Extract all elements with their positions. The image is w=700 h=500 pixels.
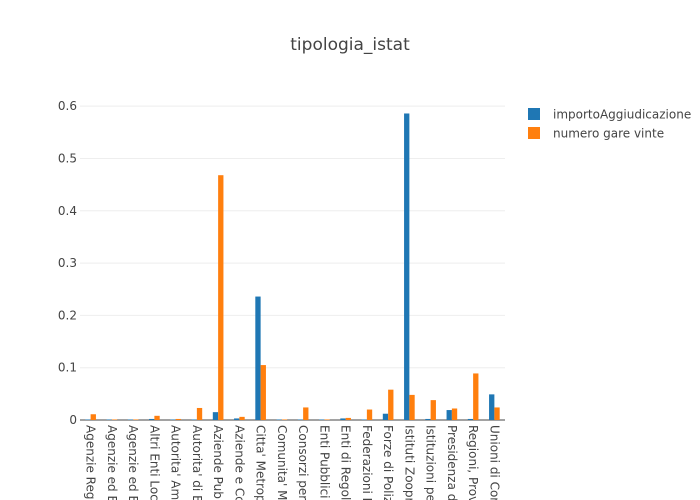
bar-numero-gare (196, 407, 203, 420)
bar-numero-gare (451, 408, 458, 420)
bar-numero-gare (239, 416, 245, 420)
bar-numero-gare (345, 417, 351, 420)
legend-swatch (528, 108, 540, 120)
bar-numero-gare (281, 419, 288, 420)
bar-importo (191, 419, 197, 420)
bar-numero-gare (303, 407, 309, 420)
gridlines (80, 105, 505, 421)
x-tick-label: Comunita' Mo (275, 425, 289, 500)
x-tick-label: Forze di Poliz (381, 425, 395, 500)
bar-importo (127, 419, 134, 420)
bar-importo (255, 296, 261, 420)
bar-importo (149, 418, 155, 420)
x-tick-label: Istituti Zoopr (402, 425, 416, 500)
bar-importo (170, 419, 176, 420)
legend-swatch (528, 127, 540, 139)
x-tick-label: Istituzioni pe (424, 425, 438, 500)
bar-importo (85, 419, 91, 420)
bar-numero-gare (388, 389, 394, 420)
bar-importo (489, 394, 495, 420)
y-tick-label: 0.3 (58, 256, 77, 270)
bar-importo (446, 410, 452, 420)
x-tick-label: Regioni, Prov (466, 425, 480, 500)
chart-title: tipologia_istat (290, 35, 410, 55)
bar-importo (467, 418, 474, 420)
x-tick-label: Unioni di Cor (487, 425, 501, 500)
axes: 0 0.1 0.2 0.3 0.4 0.5 0.6 Agenzie Regio Agenzie … (58, 99, 501, 500)
bar-numero-gare (175, 418, 181, 420)
legend-label: importoAggiudicazione (553, 108, 691, 122)
x-tick-label: Enti di Regola (339, 425, 353, 500)
x-tick-label: Agenzie Regio (84, 425, 98, 500)
bar-numero-gare (218, 175, 224, 420)
bar-importo (319, 419, 325, 420)
legend-label: numero gare vinte (553, 127, 664, 141)
x-tick-label: Agenzie ed E (105, 425, 119, 500)
x-tick-label: Aziende Publ (211, 425, 225, 500)
x-tick-label: Enti Pubblici (317, 425, 331, 499)
legend[interactable]: importoAggiudicazione numero gare vinte (528, 108, 691, 141)
bar-importo (382, 413, 389, 420)
x-tick-label: Agenzie ed Er (126, 425, 140, 500)
bar-importo (404, 113, 410, 420)
bar-numero-gare (494, 407, 500, 420)
bar-importo (361, 419, 367, 420)
bar-importo (234, 418, 240, 420)
bar-numero-gare (111, 419, 118, 420)
y-tick-label: 0.6 (58, 99, 77, 113)
bar-numero-gare (154, 415, 160, 420)
bar-importo (297, 419, 304, 420)
bar-importo (425, 418, 431, 420)
bar-numero-gare (430, 400, 436, 420)
bar-importo (340, 418, 346, 420)
x-tick-label: Citta' Metrop (254, 425, 268, 500)
bar-numero-gare (133, 419, 139, 420)
bar-importo (276, 419, 282, 420)
bar-numero-gare (473, 373, 479, 420)
x-tick-label: Consorzi per (296, 425, 310, 500)
bar-numero-gare (90, 414, 96, 420)
x-tick-label: Presidenza d (445, 425, 459, 500)
y-tick-label: 0.2 (58, 308, 77, 322)
bars (85, 113, 500, 420)
bar-numero-gare (409, 394, 415, 420)
bar-numero-gare (366, 409, 373, 420)
x-tick-label: Altri Enti Loca (147, 425, 161, 500)
bar-numero-gare (324, 419, 330, 420)
x-tick-label: Autorita' Amm (169, 425, 183, 500)
x-tick-label: Aziende e Co (232, 425, 246, 500)
x-tick-label: Federazioni N (360, 425, 374, 500)
bar-importo (212, 412, 219, 420)
y-tick-label: 0 (69, 413, 77, 427)
y-tick-label: 0.1 (58, 361, 77, 375)
bar-importo (106, 419, 112, 420)
y-tick-label: 0.5 (58, 151, 77, 165)
y-tick-label: 0.4 (58, 204, 77, 218)
bar-numero-gare (260, 365, 266, 420)
x-tick-label: Autorita' di B (190, 425, 204, 500)
